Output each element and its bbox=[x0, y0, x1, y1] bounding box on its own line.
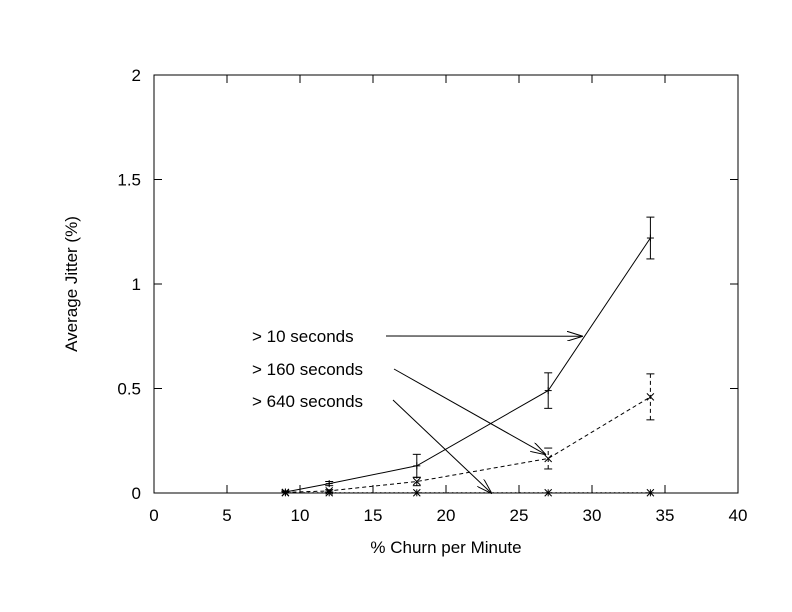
annotation-label: > 160 seconds bbox=[252, 360, 363, 379]
data-point bbox=[325, 480, 333, 488]
annotation-arrow bbox=[393, 368, 545, 454]
data-point bbox=[281, 488, 290, 497]
x-tick-label: 5 bbox=[222, 506, 231, 525]
data-point bbox=[544, 387, 552, 395]
series-line bbox=[285, 396, 651, 493]
axis-tick-labels: 0 5 10 15 20 25 30 35 40 0 0.5 1 1.5 2 bbox=[117, 66, 747, 525]
annotation-arrow bbox=[392, 399, 491, 493]
axis-ticks bbox=[153, 74, 739, 494]
data-point bbox=[646, 393, 655, 401]
data-point bbox=[413, 462, 421, 470]
series-3 bbox=[281, 488, 655, 497]
data-point bbox=[646, 234, 654, 242]
x-tick-label: 30 bbox=[583, 506, 602, 525]
annotation-2: > 160 seconds bbox=[252, 360, 545, 454]
annotation-label: > 10 seconds bbox=[252, 327, 354, 346]
data-point bbox=[412, 477, 421, 486]
y-tick-label: 2 bbox=[132, 66, 141, 85]
y-tick-label: 1 bbox=[132, 275, 141, 294]
data-point bbox=[544, 488, 553, 497]
data-point bbox=[325, 488, 334, 497]
plot-area bbox=[153, 74, 739, 494]
data-point bbox=[544, 454, 553, 463]
x-tick-label: 25 bbox=[510, 506, 529, 525]
annotation-layer: > 10 seconds > 160 seconds > 640 seconds bbox=[252, 327, 582, 493]
y-tick-label: 1.5 bbox=[117, 171, 141, 190]
x-tick-label: 10 bbox=[291, 506, 310, 525]
y-axis-title: Average Jitter (%) bbox=[62, 216, 81, 352]
error-bar bbox=[412, 476, 421, 487]
data-point bbox=[646, 488, 655, 497]
series-layer bbox=[281, 216, 655, 497]
x-tick-label: 15 bbox=[364, 506, 383, 525]
series-1 bbox=[281, 216, 655, 496]
y-tick-label: 0.5 bbox=[117, 380, 141, 399]
annotation-1: > 10 seconds bbox=[252, 327, 582, 346]
x-tick-label: 35 bbox=[656, 506, 675, 525]
x-tick-label: 0 bbox=[149, 506, 158, 525]
data-point bbox=[412, 488, 421, 497]
y-tick-label: 0 bbox=[132, 484, 141, 503]
annotation-label: > 640 seconds bbox=[252, 392, 363, 411]
x-tick-label: 40 bbox=[729, 506, 748, 525]
x-tick-label: 20 bbox=[437, 506, 456, 525]
annotation-3: > 640 seconds bbox=[252, 392, 491, 493]
x-axis-title: % Churn per Minute bbox=[370, 538, 521, 557]
